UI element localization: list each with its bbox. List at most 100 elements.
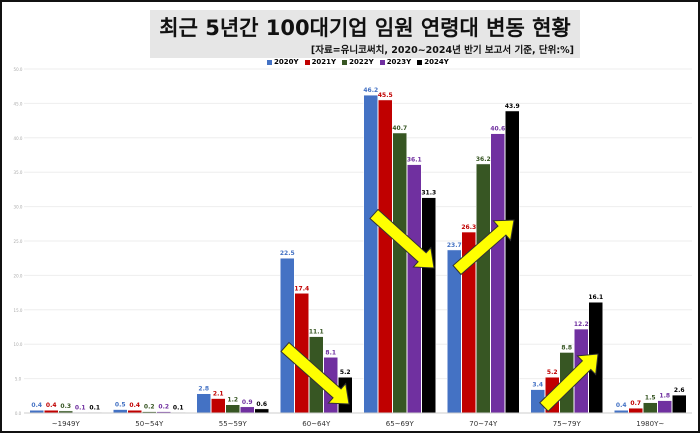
legend-swatch — [342, 59, 348, 65]
bar-2020Y — [363, 94, 378, 414]
legend-item: 2020Y — [267, 58, 299, 66]
bar-2022Y — [225, 404, 240, 414]
bar-2023Y — [240, 406, 255, 414]
x-tick-label: 55~59Y — [219, 420, 248, 428]
x-tick-label: 1980Y~ — [636, 420, 664, 428]
x-tick-label: ~1949Y — [52, 420, 81, 428]
legend-label: 2022Y — [349, 58, 374, 66]
data-label: 2.6 — [674, 387, 685, 394]
bar-2023Y — [407, 164, 422, 414]
data-label: 1.2 — [227, 397, 238, 404]
data-label: 2.1 — [213, 391, 224, 398]
data-label: 40.7 — [392, 125, 407, 132]
title-box: 최근 5년간 100대기업 임원 연령대 변동 현황 [자료=유니코써치, 20… — [150, 10, 580, 58]
y-tick-label: 40.0 — [14, 136, 23, 141]
bar-2020Y — [113, 409, 128, 414]
bar-2021Y — [211, 398, 226, 414]
bar-2024Y — [505, 110, 520, 414]
data-label: 43.9 — [505, 103, 520, 110]
data-label: 40.6 — [490, 126, 505, 133]
data-label: 2.8 — [198, 386, 209, 393]
bar-2023Y — [490, 133, 505, 414]
bar-2022Y — [392, 132, 407, 414]
legend-item: 2021Y — [304, 58, 337, 66]
data-label: 8.8 — [561, 344, 572, 351]
data-label: 0.4 — [46, 402, 57, 409]
data-label: 12.2 — [574, 321, 589, 328]
data-label: 0.9 — [242, 399, 253, 406]
data-label: 0.1 — [75, 404, 86, 411]
data-label: 11.1 — [309, 329, 324, 336]
legend-swatch — [379, 59, 385, 65]
legend-item: 2023Y — [379, 58, 412, 66]
bar-2020Y — [280, 257, 295, 414]
yellow-arrow — [369, 208, 435, 269]
legend-swatch — [417, 59, 423, 65]
data-label: 1.5 — [645, 395, 656, 402]
data-label: 1.8 — [659, 393, 670, 400]
legend-label: 2023Y — [386, 58, 412, 66]
x-tick-label: 60~64Y — [302, 420, 331, 428]
y-tick-label: 20.0 — [14, 273, 23, 278]
y-tick-label: 35.0 — [14, 170, 23, 175]
legend-swatch — [304, 59, 310, 65]
bar-2021Y — [378, 99, 393, 414]
data-label: 36.2 — [476, 156, 491, 163]
yellow-arrow — [539, 353, 599, 412]
bar-2024Y — [672, 394, 687, 414]
data-label: 0.1 — [89, 404, 100, 411]
data-label: 5.2 — [547, 369, 558, 376]
bar-2022Y — [643, 402, 658, 414]
y-tick-label: 30.0 — [14, 205, 23, 210]
legend-label: 2021Y — [311, 58, 337, 66]
y-tick-label: 50.0 — [14, 67, 23, 72]
bar-2022Y — [476, 163, 491, 414]
bar-2020Y — [447, 249, 462, 414]
data-label: 0.3 — [60, 403, 71, 410]
legend-swatch — [267, 59, 272, 65]
data-label: 31.3 — [421, 190, 436, 197]
data-label: 17.4 — [294, 285, 309, 292]
y-tick-label: 10.0 — [14, 342, 23, 347]
y-tick-label: 0.0 — [15, 411, 22, 416]
chart-subtitle: [자료=유니코써치, 2020~2024년 반기 보고서 기준, 단위:%] — [310, 45, 574, 56]
data-label: 22.5 — [280, 250, 295, 257]
y-tick-label: 15.0 — [14, 308, 23, 313]
x-tick-label: 50~54Y — [135, 420, 164, 428]
data-label: 36.1 — [407, 157, 422, 164]
data-label: 8.1 — [325, 349, 336, 356]
y-tick-label: 45.0 — [14, 101, 23, 106]
chart-title: 최근 5년간 100대기업 임원 연령대 변동 현황 — [159, 16, 571, 40]
data-label: 0.2 — [144, 404, 155, 411]
data-label: 0.4 — [129, 402, 140, 409]
data-label: 0.4 — [616, 402, 627, 409]
data-label: 46.2 — [363, 87, 378, 94]
data-label: 26.3 — [461, 224, 476, 231]
bar-2020Y — [196, 393, 211, 414]
data-label: 16.1 — [588, 294, 603, 301]
legend-label: 2024Y — [424, 58, 449, 66]
data-label: 0.1 — [173, 404, 184, 411]
data-label: 23.7 — [447, 242, 462, 249]
x-tick-label: 65~69Y — [386, 420, 415, 428]
legend: 2020Y 2021Y 2022Y 2023Y 2024Y — [267, 58, 449, 66]
bar-2023Y — [657, 400, 672, 414]
bar-2024Y — [421, 197, 436, 414]
yellow-arrow — [452, 219, 515, 276]
data-label: 0.2 — [158, 404, 169, 411]
data-label: 0.4 — [31, 402, 42, 409]
legend-item: 2022Y — [342, 58, 374, 66]
legend-label: 2020Y — [274, 58, 299, 66]
bar-2024Y — [254, 408, 269, 414]
data-label: 0.5 — [115, 402, 126, 409]
data-label: 45.5 — [378, 92, 393, 99]
y-tick-label: 5.0 — [15, 377, 22, 382]
x-tick-label: 70~74Y — [469, 420, 498, 428]
data-label: 0.7 — [630, 400, 641, 407]
data-label: 0.6 — [256, 401, 267, 408]
y-tick-label: 25.0 — [14, 239, 23, 244]
legend-item: 2024Y — [417, 58, 449, 66]
x-tick-label: 75~79Y — [553, 420, 582, 428]
